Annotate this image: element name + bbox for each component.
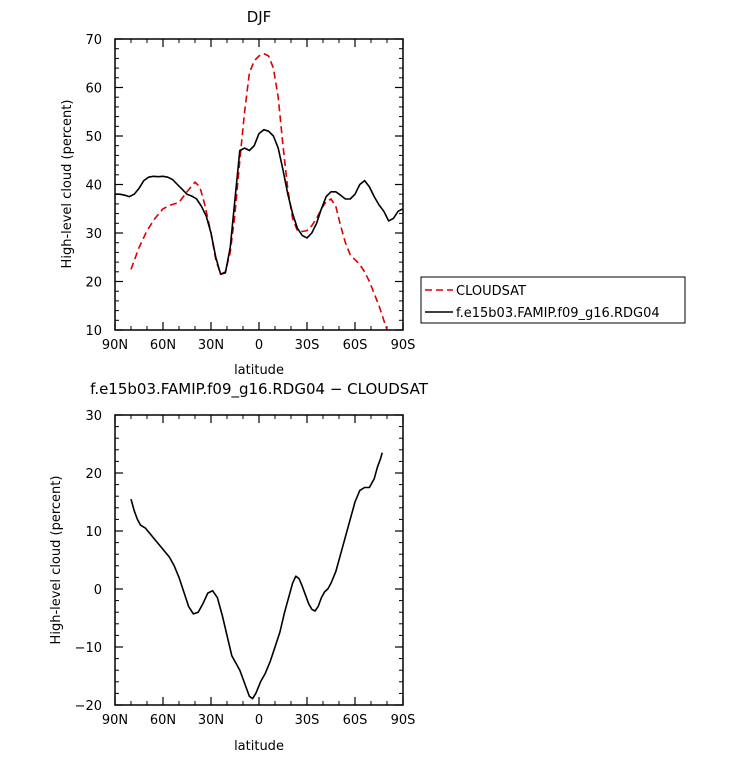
- top-plot-frame: [114, 38, 404, 331]
- y-tick-label: 20: [85, 467, 102, 482]
- y-tick-label: 70: [85, 33, 102, 48]
- bottom-chart-tick-labels: 90N 60N 30N 0 30S 60S 90S −20 −10 0 10 20 30: [75, 409, 416, 728]
- x-tick-label: 60S: [343, 338, 368, 353]
- bottom-plot-frame: [114, 414, 404, 706]
- x-tick-label: 30N: [198, 713, 224, 728]
- series-line-0: [130, 452, 383, 700]
- x-tick-label: 30S: [295, 713, 320, 728]
- bottom-y-axis-label: High-level cloud (percent): [49, 476, 64, 645]
- bottom-x-axis-label: latitude: [234, 739, 284, 754]
- bottom-chart: f.e15b03.FAMIP.f09_g16.RDG04 − CLOUDSAT …: [49, 380, 429, 754]
- x-tick-label: 30N: [198, 338, 224, 353]
- legend-box: [420, 276, 686, 324]
- x-tick-label: 30S: [295, 338, 320, 353]
- x-tick-label: 90N: [102, 713, 128, 728]
- y-tick-label: 0: [94, 583, 102, 598]
- y-tick-label: 60: [85, 82, 102, 97]
- y-tick-label: −10: [75, 641, 102, 656]
- bottom-chart-title: f.e15b03.FAMIP.f09_g16.RDG04 − CLOUDSAT: [90, 380, 429, 399]
- series-line-1: [115, 128, 404, 275]
- legend-label-cloudsat: CLOUDSAT: [456, 284, 526, 299]
- x-tick-label: 90S: [391, 338, 416, 353]
- top-chart: DJF 90N 60N 30N 0 30S 60S 90S 10 20 30 40 50 60 70 la…: [60, 8, 686, 378]
- series-line-0: [130, 52, 388, 331]
- y-tick-label: 10: [85, 525, 102, 540]
- x-tick-label: 60N: [150, 338, 176, 353]
- bottom-chart-ticks: [114, 414, 404, 706]
- x-tick-label: 60S: [343, 713, 368, 728]
- y-tick-label: −20: [75, 699, 102, 714]
- y-tick-label: 50: [85, 130, 102, 145]
- y-tick-label: 30: [85, 409, 102, 424]
- x-tick-label: 90N: [102, 338, 128, 353]
- top-x-axis-label: latitude: [234, 363, 284, 378]
- y-tick-label: 30: [85, 227, 102, 242]
- y-tick-label: 40: [85, 179, 102, 194]
- x-tick-label: 60N: [150, 713, 176, 728]
- y-tick-label: 10: [85, 324, 102, 339]
- x-tick-label: 0: [255, 713, 263, 728]
- top-chart-series: [115, 52, 404, 331]
- top-chart-title: DJF: [247, 8, 272, 26]
- legend: CLOUDSAT f.e15b03.FAMIP.f09_g16.RDG04: [420, 276, 686, 324]
- x-tick-label: 0: [255, 338, 263, 353]
- y-tick-label: 20: [85, 276, 102, 291]
- legend-label-model: f.e15b03.FAMIP.f09_g16.RDG04: [456, 306, 660, 321]
- x-tick-label: 90S: [391, 713, 416, 728]
- top-y-axis-label: High-level cloud (percent): [60, 100, 75, 269]
- bottom-chart-series: [130, 452, 383, 700]
- top-chart-tick-labels: 90N 60N 30N 0 30S 60S 90S 10 20 30 40 50 60 70: [85, 33, 415, 353]
